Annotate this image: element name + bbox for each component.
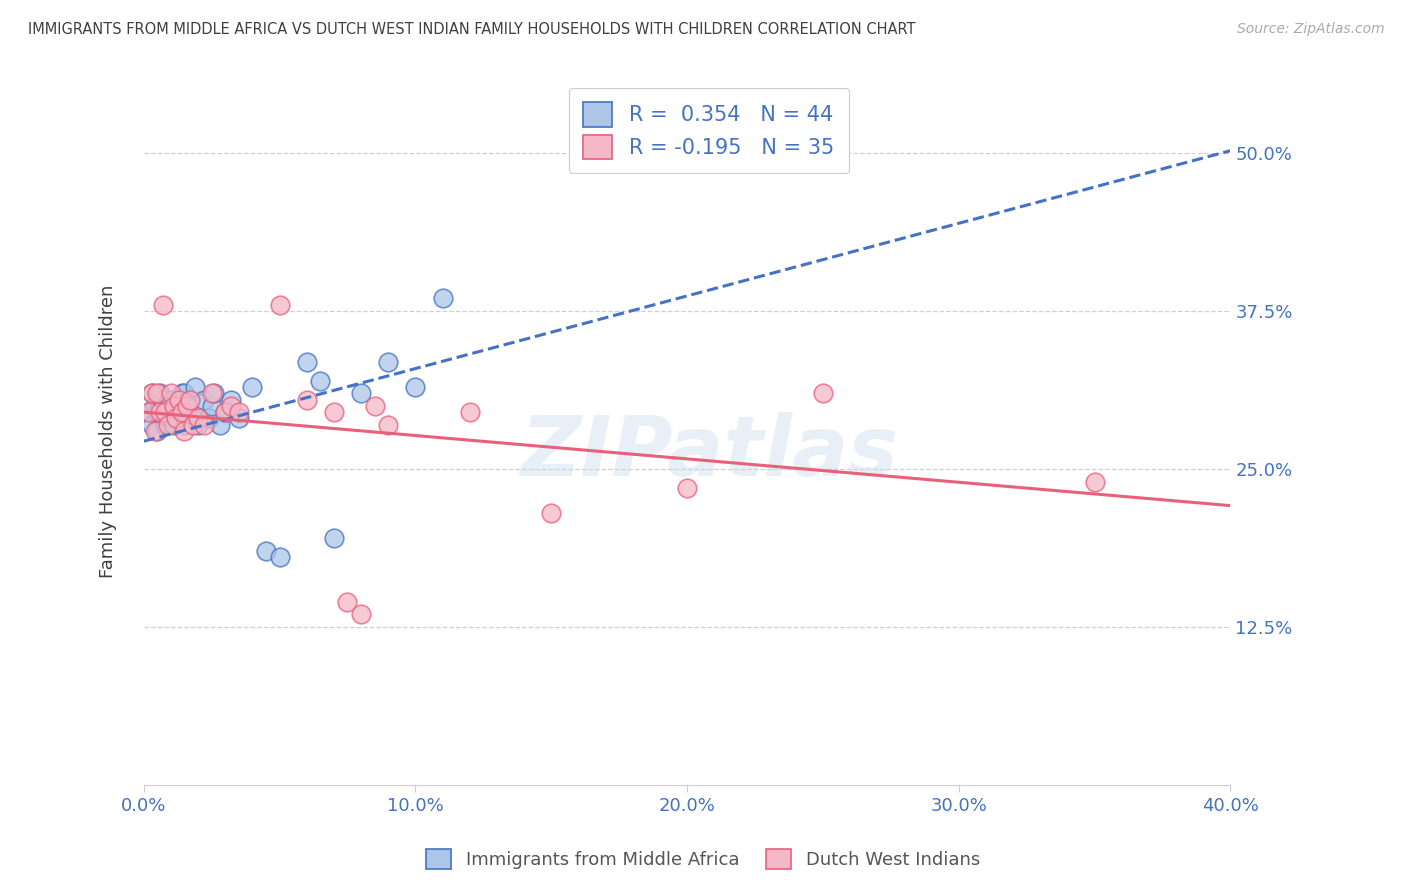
Point <box>152 298 174 312</box>
Text: Source: ZipAtlas.com: Source: ZipAtlas.com <box>1237 22 1385 37</box>
Point <box>540 506 562 520</box>
Point <box>377 417 399 432</box>
Point <box>141 386 163 401</box>
Point <box>254 544 277 558</box>
Point <box>187 411 209 425</box>
Point <box>242 380 264 394</box>
Point <box>181 417 204 432</box>
Point <box>155 405 177 419</box>
Point <box>350 386 373 401</box>
Point <box>336 594 359 608</box>
Point <box>219 392 242 407</box>
Point <box>208 417 231 432</box>
Point <box>363 399 385 413</box>
Point <box>146 405 169 419</box>
Point <box>157 399 180 413</box>
Point <box>350 607 373 622</box>
Point <box>295 392 318 407</box>
Point <box>322 405 344 419</box>
Point <box>184 380 207 394</box>
Point <box>162 399 184 413</box>
Point <box>173 424 195 438</box>
Point <box>219 399 242 413</box>
Point <box>160 411 183 425</box>
Point <box>181 411 204 425</box>
Point <box>228 405 250 419</box>
Point <box>143 424 166 438</box>
Point <box>377 354 399 368</box>
Point <box>173 417 195 432</box>
Point <box>141 386 163 401</box>
Point <box>201 399 224 413</box>
Point <box>165 399 187 413</box>
Point <box>167 392 190 407</box>
Point <box>167 405 190 419</box>
Point <box>173 386 195 401</box>
Point <box>138 405 160 419</box>
Point <box>157 417 180 432</box>
Point <box>170 386 193 401</box>
Text: ZIPatlas: ZIPatlas <box>520 412 897 492</box>
Point <box>165 411 187 425</box>
Point <box>811 386 834 401</box>
Point <box>187 417 209 432</box>
Point <box>155 405 177 419</box>
Point <box>146 386 169 401</box>
Point <box>176 399 198 413</box>
Point <box>269 550 291 565</box>
Point <box>152 405 174 419</box>
Point <box>676 481 699 495</box>
Point <box>149 399 172 413</box>
Y-axis label: Family Households with Children: Family Households with Children <box>100 285 117 578</box>
Point <box>228 411 250 425</box>
Point <box>214 405 236 419</box>
Point <box>149 386 172 401</box>
Point <box>152 392 174 407</box>
Point <box>141 417 163 432</box>
Point <box>404 380 426 394</box>
Point <box>322 532 344 546</box>
Point <box>138 405 160 419</box>
Point <box>193 392 215 407</box>
Point <box>155 417 177 432</box>
Point <box>179 392 201 407</box>
Point <box>458 405 481 419</box>
Point <box>214 405 236 419</box>
Text: IMMIGRANTS FROM MIDDLE AFRICA VS DUTCH WEST INDIAN FAMILY HOUSEHOLDS WITH CHILDR: IMMIGRANTS FROM MIDDLE AFRICA VS DUTCH W… <box>28 22 915 37</box>
Point <box>295 354 318 368</box>
Legend: Immigrants from Middle Africa, Dutch West Indians: Immigrants from Middle Africa, Dutch Wes… <box>416 839 990 879</box>
Point <box>1083 475 1105 489</box>
Point <box>198 411 221 425</box>
Point <box>179 392 201 407</box>
Point <box>193 417 215 432</box>
Point <box>160 386 183 401</box>
Point <box>160 392 183 407</box>
Point <box>149 405 172 419</box>
Point <box>269 298 291 312</box>
Point <box>170 405 193 419</box>
Point <box>309 374 332 388</box>
Point <box>201 386 224 401</box>
Point <box>176 405 198 419</box>
Legend: R =  0.354   N = 44, R = -0.195   N = 35: R = 0.354 N = 44, R = -0.195 N = 35 <box>568 87 849 173</box>
Point <box>146 424 169 438</box>
Point <box>162 417 184 432</box>
Point <box>202 386 225 401</box>
Point <box>143 399 166 413</box>
Point <box>432 292 454 306</box>
